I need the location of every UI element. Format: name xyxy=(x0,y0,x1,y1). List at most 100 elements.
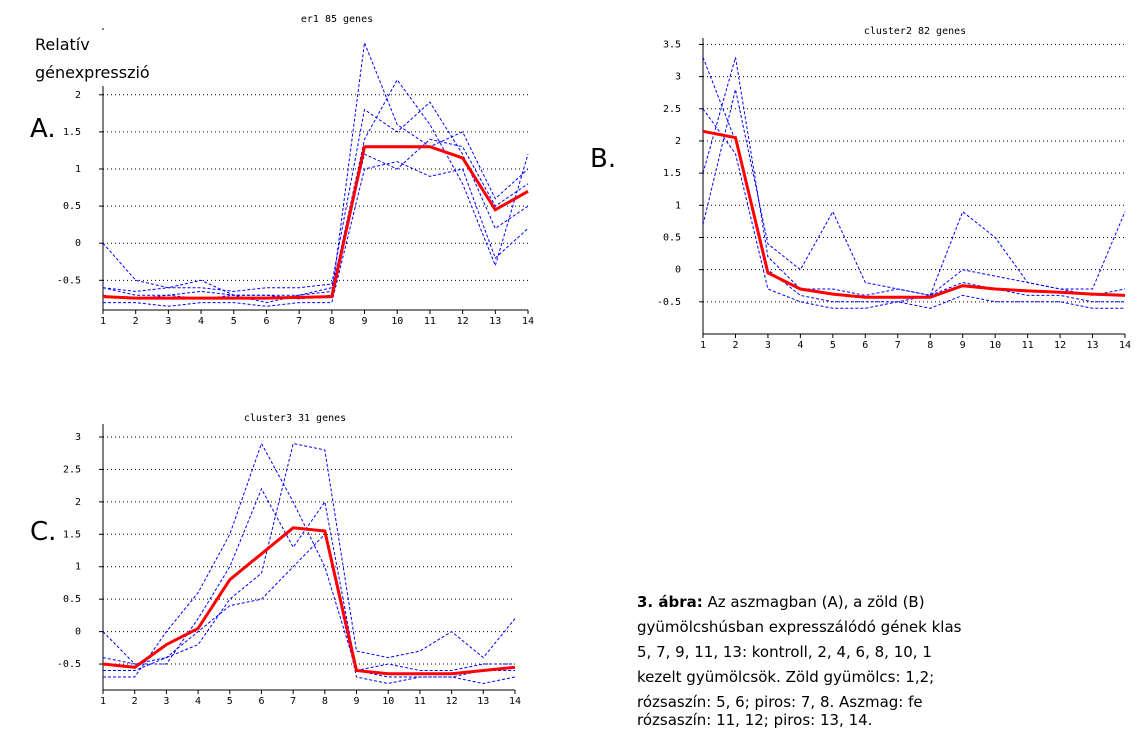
y-tick-label: 2 xyxy=(75,90,81,101)
x-tick-label: 2 xyxy=(132,696,138,707)
y-tick-label: 0.5 xyxy=(63,594,81,605)
label-backdrop xyxy=(30,30,180,86)
y-tick-label: 1.5 xyxy=(63,127,81,138)
chart-title: cluster2 82 genes xyxy=(864,26,966,37)
y-axis-label: génexpresszió xyxy=(35,63,150,82)
x-tick-label: 2 xyxy=(133,316,139,327)
x-tick-label: 12 xyxy=(1054,340,1066,351)
gene-line xyxy=(103,533,516,685)
caption-text: Az aszmagban (A), a zöld (B) xyxy=(703,593,925,611)
x-tick-label: 4 xyxy=(195,696,201,707)
y-tick-label: 2.5 xyxy=(63,464,81,475)
mean-line xyxy=(702,129,1126,299)
x-tick-label: 14 xyxy=(509,696,521,707)
y-tick-label: 2.5 xyxy=(663,104,681,115)
x-tick-label: 14 xyxy=(1119,340,1131,351)
y-tick-label: 3.5 xyxy=(663,39,681,50)
x-tick-label: 13 xyxy=(1087,340,1099,351)
caption-line: rózsaszín: 11, 12; piros: 13, 14. xyxy=(637,711,872,729)
x-tick-label: 6 xyxy=(263,316,269,327)
y-tick-label: 2 xyxy=(675,136,681,147)
y-tick-label: 1 xyxy=(75,562,81,573)
x-tick-label: 9 xyxy=(362,316,368,327)
y-tick-label: 1.5 xyxy=(663,168,681,179)
gene-line xyxy=(102,487,515,672)
x-tick-label: 7 xyxy=(895,340,901,351)
x-tick-label: 12 xyxy=(457,316,469,327)
x-tick-label: 8 xyxy=(927,340,933,351)
y-tick-label: -0.5 xyxy=(657,297,681,308)
y-tick-label: 0 xyxy=(75,627,81,638)
x-tick-label: 4 xyxy=(198,316,204,327)
y-tick-label: 1 xyxy=(675,200,681,211)
gene-line xyxy=(102,101,529,292)
x-tick-label: 1 xyxy=(100,316,106,327)
gene-line xyxy=(702,108,1125,309)
gene-line xyxy=(103,161,529,307)
gene-line xyxy=(102,442,516,665)
y-tick-label: -0.5 xyxy=(57,659,81,670)
x-tick-label: 3 xyxy=(163,696,169,707)
x-tick-label: 3 xyxy=(765,340,771,351)
mean-line xyxy=(102,145,529,300)
caption-line: 5, 7, 9, 11, 13: kontroll, 2, 4, 6, 8, 1… xyxy=(637,643,932,661)
y-tick-label: -0.5 xyxy=(57,275,81,286)
y-tick-label: 2 xyxy=(75,497,81,508)
y-tick-label: 3 xyxy=(675,72,681,83)
gene-line xyxy=(103,442,515,678)
x-tick-label: 13 xyxy=(477,696,489,707)
x-tick-label: 9 xyxy=(354,696,360,707)
x-tick-label: 1 xyxy=(700,340,706,351)
y-tick-label: 3 xyxy=(75,432,81,443)
x-tick-label: 5 xyxy=(231,316,237,327)
gene-line xyxy=(102,78,529,296)
x-tick-label: 10 xyxy=(391,316,403,327)
x-tick-label: 10 xyxy=(989,340,1001,351)
y-tick-label: 1 xyxy=(75,164,81,175)
panel-label: C. xyxy=(30,517,56,547)
y-tick-label: 0.5 xyxy=(63,201,81,212)
caption-label: 3. ábra: xyxy=(637,593,703,611)
x-tick-label: 13 xyxy=(489,316,501,327)
x-tick-label: 14 xyxy=(522,316,534,327)
y-axis-label: Relatív xyxy=(35,35,90,54)
x-tick-label: 11 xyxy=(424,316,436,327)
mean-line xyxy=(102,526,516,676)
gene-line xyxy=(702,57,1126,296)
x-tick-label: 7 xyxy=(296,316,302,327)
panel-label: A. xyxy=(30,114,56,144)
caption-line: gyümölcshúsban expresszálódó gének klas xyxy=(637,618,962,636)
gene-line xyxy=(702,89,1126,296)
y-tick-label: 0.5 xyxy=(663,232,681,243)
x-tick-label: 6 xyxy=(258,696,264,707)
y-tick-label: 0 xyxy=(675,265,681,276)
chart-title: cluster3 31 genes xyxy=(244,413,346,424)
x-tick-label: 6 xyxy=(862,340,868,351)
x-tick-label: 11 xyxy=(414,696,426,707)
x-tick-label: 8 xyxy=(322,696,328,707)
y-tick-label: 0 xyxy=(75,238,81,249)
gene-line xyxy=(102,40,529,300)
x-tick-label: 1 xyxy=(100,696,106,707)
gene-line xyxy=(102,138,529,304)
x-tick-label: 11 xyxy=(1022,340,1034,351)
x-tick-label: 3 xyxy=(165,316,171,327)
caption-line: kezelt gyümölcsök. Zöld gyümölcs: 1,2; xyxy=(637,668,934,686)
x-tick-label: 2 xyxy=(732,340,738,351)
chart-title: er1 85 genes xyxy=(301,14,373,25)
x-tick-label: 10 xyxy=(382,696,394,707)
x-tick-label: 5 xyxy=(227,696,233,707)
y-tick-label: 1.5 xyxy=(63,529,81,540)
panel-label: B. xyxy=(590,144,616,174)
x-tick-label: 12 xyxy=(446,696,458,707)
x-tick-label: 5 xyxy=(830,340,836,351)
x-tick-label: 8 xyxy=(329,316,335,327)
x-tick-label: 4 xyxy=(797,340,803,351)
x-tick-label: 7 xyxy=(290,696,296,707)
caption-line: 3. ábra: Az aszmagban (A), a zöld (B) xyxy=(637,593,925,611)
x-tick-label: 9 xyxy=(960,340,966,351)
caption-line: rózsaszín: 5, 6; piros: 7, 8. Aszmag: fe xyxy=(637,693,923,711)
